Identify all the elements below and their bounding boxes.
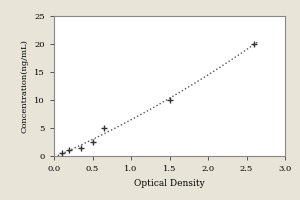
X-axis label: Optical Density: Optical Density [134, 179, 205, 188]
Y-axis label: Concentration(ng/mL): Concentration(ng/mL) [21, 39, 29, 133]
